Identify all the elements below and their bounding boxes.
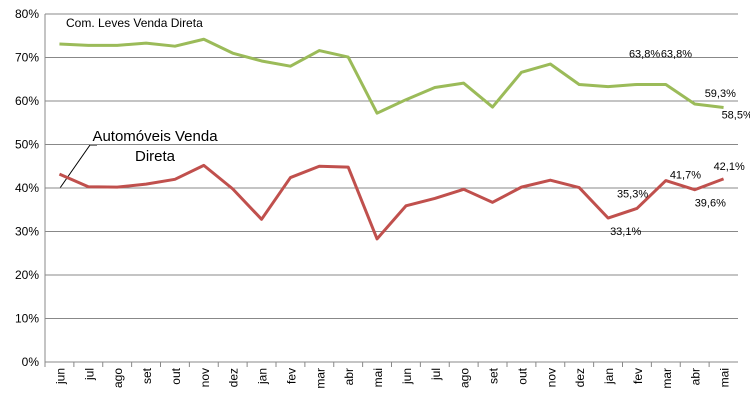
y-tick-label: 80% (15, 7, 39, 21)
y-tick-label: 50% (15, 138, 39, 152)
x-tick-label: set (487, 367, 501, 384)
y-tick-label: 10% (15, 312, 39, 326)
x-tick-label: mar (660, 368, 674, 389)
x-tick-label: out (169, 367, 183, 384)
data-label: 58,5% (722, 109, 750, 121)
y-tick-label: 0% (22, 355, 40, 369)
x-tick-label: set (140, 367, 154, 384)
x-tick-label: jun (53, 368, 67, 385)
x-tick-label: fev (631, 368, 645, 384)
x-tick-label: out (515, 367, 529, 384)
x-tick-label: mar (313, 368, 327, 389)
x-tick-label: dez (227, 368, 241, 387)
data-label: 59,3% (705, 88, 736, 100)
x-tick-label: mai (371, 368, 385, 387)
y-tick-label: 40% (15, 181, 39, 195)
x-tick-label: jul (82, 368, 96, 381)
series-label: Com. Leves Venda Direta (66, 16, 203, 30)
data-label: 42,1% (714, 161, 745, 173)
y-tick-label: 60% (15, 94, 39, 108)
data-label: 63,8% (629, 48, 660, 60)
series-line (59, 37, 724, 115)
x-tick-label: ago (458, 368, 472, 388)
series-label: Automóveis Venda Direta (92, 128, 218, 165)
x-tick-label: abr (689, 368, 703, 385)
y-tick-label: 20% (15, 268, 39, 282)
data-label: 33,1% (610, 226, 641, 238)
x-tick-label: abr (342, 368, 356, 385)
y-tick-label: 70% (15, 51, 39, 65)
data-label: 35,3% (617, 188, 648, 200)
data-label: 39,6% (695, 198, 726, 210)
x-tick-label: dez (573, 368, 587, 387)
x-tick-label: nov (544, 368, 558, 387)
x-tick-label: jun (400, 368, 414, 385)
x-tick-label: jul (429, 368, 443, 381)
x-tick-label: jan (602, 368, 616, 385)
x-tick-label: ago (111, 368, 125, 388)
x-tick-label: jan (256, 368, 270, 385)
y-tick-label: 30% (15, 225, 39, 239)
data-label: 63,8% (661, 48, 692, 60)
data-label: 41,7% (670, 170, 701, 182)
x-tick-label: nov (198, 368, 212, 387)
x-tick-label: mai (718, 368, 732, 387)
series-line (58, 163, 725, 241)
x-tick-label: fev (284, 368, 298, 384)
